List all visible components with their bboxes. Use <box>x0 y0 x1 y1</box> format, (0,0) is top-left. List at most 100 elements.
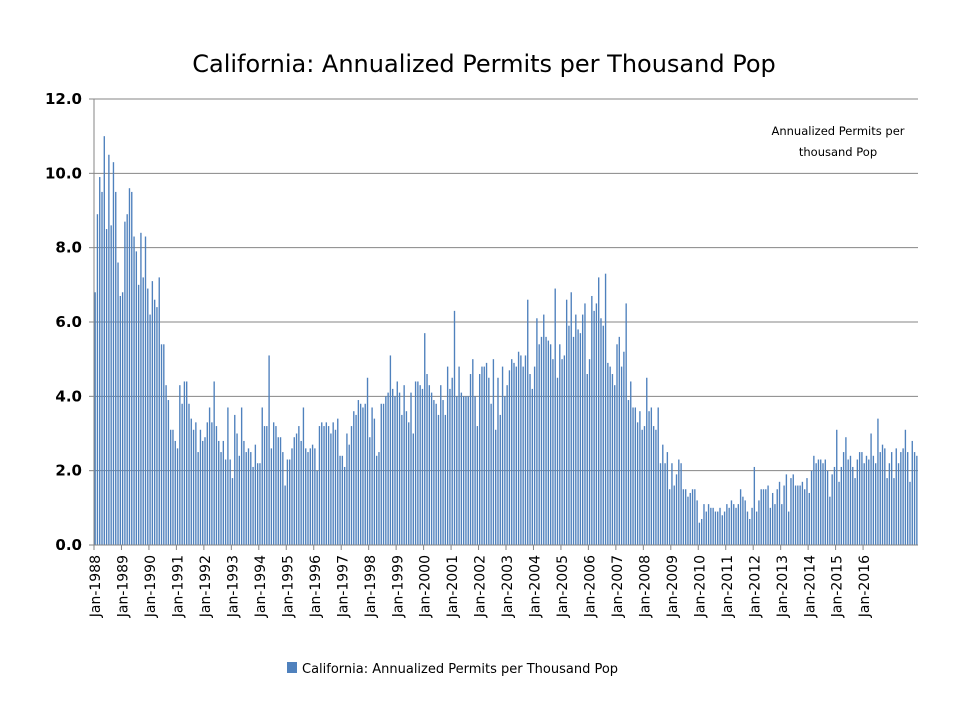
bar <box>474 396 476 545</box>
bar <box>222 440 225 545</box>
bar <box>346 433 348 545</box>
bar <box>609 366 611 545</box>
bar <box>282 452 284 545</box>
bar <box>687 496 689 545</box>
bar <box>211 422 213 545</box>
x-tick-label: Jan-2009 <box>665 555 681 618</box>
bar <box>295 433 298 545</box>
bar <box>277 437 279 545</box>
bar <box>115 191 117 546</box>
bar <box>744 500 746 545</box>
bar <box>419 385 421 545</box>
bar <box>909 481 911 545</box>
bar <box>568 325 570 545</box>
bar <box>650 407 653 545</box>
bar <box>808 492 810 545</box>
bar <box>579 333 582 545</box>
bar <box>636 422 639 545</box>
bar <box>250 452 252 545</box>
bar <box>527 299 529 545</box>
bar <box>733 504 735 545</box>
bar <box>662 444 664 545</box>
x-tick-label: Jan-2013 <box>775 555 791 618</box>
bar <box>197 452 199 545</box>
bar <box>417 381 419 545</box>
bar <box>884 448 886 545</box>
bar <box>833 466 836 545</box>
bar <box>126 214 128 545</box>
bar <box>110 225 112 545</box>
bar <box>513 362 515 545</box>
chart-annotation-line-2: thousand Pop <box>799 145 877 159</box>
bar <box>261 407 263 545</box>
bar <box>627 400 630 545</box>
bar <box>218 440 220 545</box>
bar <box>355 414 357 545</box>
bar <box>334 429 337 545</box>
bar <box>561 359 563 545</box>
bar <box>96 214 99 545</box>
bar <box>165 385 167 545</box>
bar <box>435 403 437 545</box>
bar <box>440 385 442 545</box>
bar <box>389 355 392 545</box>
bar <box>252 466 254 545</box>
bar <box>783 485 785 545</box>
bar <box>137 284 140 545</box>
bar <box>412 433 414 545</box>
bar <box>824 459 826 545</box>
bar <box>813 455 815 545</box>
x-tick-label: Jan-1989 <box>116 555 132 618</box>
bar <box>856 459 859 545</box>
bar <box>735 507 737 545</box>
bar <box>121 292 124 545</box>
bar <box>900 452 902 545</box>
bar <box>804 489 806 545</box>
bar <box>646 377 648 545</box>
bar <box>767 485 769 545</box>
bar <box>364 403 366 545</box>
bar <box>591 295 593 545</box>
bar <box>453 310 456 545</box>
bar <box>199 429 202 545</box>
bar <box>314 448 316 545</box>
bar <box>607 362 609 545</box>
bar <box>739 489 742 545</box>
bar <box>284 485 286 545</box>
bar <box>630 381 632 545</box>
bar <box>858 452 861 545</box>
bar <box>151 281 154 545</box>
bar <box>570 292 572 545</box>
bar <box>817 459 820 545</box>
bar <box>701 518 703 545</box>
bar <box>483 366 485 545</box>
bar <box>792 474 794 545</box>
bar <box>531 388 534 545</box>
bar <box>726 504 728 545</box>
bar <box>810 470 813 545</box>
bar <box>820 459 822 545</box>
bar <box>497 377 499 545</box>
bar <box>343 466 346 545</box>
bar <box>478 374 481 545</box>
bar <box>446 366 449 545</box>
bar <box>112 162 115 545</box>
bar <box>186 381 188 545</box>
bar <box>801 481 804 545</box>
bar <box>776 489 778 545</box>
bar <box>799 485 801 545</box>
bar <box>616 344 618 545</box>
y-tick-label: 6.0 <box>55 313 82 331</box>
bar <box>254 444 257 545</box>
bar <box>600 318 602 545</box>
bar <box>712 507 714 545</box>
bar <box>545 336 547 545</box>
x-tick-label: Jan-2012 <box>747 555 763 618</box>
bar <box>868 459 870 545</box>
bar <box>215 426 218 545</box>
bar <box>469 374 472 545</box>
bar <box>511 359 513 545</box>
bar <box>668 489 671 545</box>
bar <box>655 429 657 545</box>
bar <box>563 355 566 545</box>
